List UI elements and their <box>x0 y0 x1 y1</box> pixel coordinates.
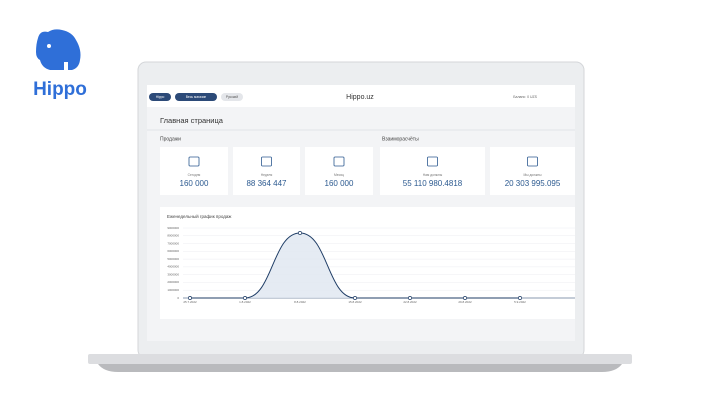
page-title: Главная страница <box>160 116 224 125</box>
card-icon <box>527 156 538 167</box>
y-tick-label: 0 <box>177 296 179 300</box>
logo-text: Hippo <box>33 79 87 100</box>
logo-icon <box>36 29 81 70</box>
y-tick-label: 5000000 <box>167 257 179 261</box>
y-tick-label: 8000000 <box>167 234 179 238</box>
y-tick-label: 7000000 <box>167 241 179 245</box>
stat-card <box>305 147 373 195</box>
y-tick-label: 6000000 <box>167 249 179 253</box>
laptop-base-edge <box>98 364 622 372</box>
topbar <box>147 85 575 107</box>
x-tick-label: 29.8.2022 <box>458 300 472 304</box>
stat-card <box>160 147 228 195</box>
laptop-base <box>88 354 632 364</box>
card-icon <box>188 156 200 167</box>
x-tick-label: 1.8.2022 <box>239 300 251 304</box>
y-tick-label: 9000000 <box>167 226 179 230</box>
card-value: 160 000 <box>180 179 209 188</box>
selector-label[interactable]: Hippo <box>156 95 165 99</box>
chart-card <box>160 207 575 319</box>
selector[interactable] <box>149 93 171 101</box>
card-value: 55 110 980.4818 <box>403 179 463 188</box>
y-tick-label: 2000000 <box>167 280 179 284</box>
section-title: Продажи <box>160 136 181 142</box>
card-value: 88 364 447 <box>246 179 287 188</box>
app-title: Hippo.uz <box>346 94 374 101</box>
card-label: Сегодня <box>188 173 201 177</box>
point <box>243 296 247 300</box>
stat-card <box>380 147 485 195</box>
card-value: 20 303 995.095 <box>505 179 561 188</box>
section-title: Взаиморасчёты <box>382 136 419 142</box>
point <box>353 296 357 300</box>
card-icon <box>427 156 438 167</box>
selector-label[interactable]: Весь магазин <box>186 95 207 99</box>
x-tick-label: 15.8.2022 <box>348 300 362 304</box>
point <box>408 296 412 300</box>
y-tick-label: 4000000 <box>167 265 179 269</box>
point <box>188 296 192 300</box>
stat-card <box>233 147 300 195</box>
card-label: Мы должны <box>523 173 542 177</box>
point <box>298 230 302 235</box>
card-label: Неделя <box>261 173 273 177</box>
card-icon <box>333 156 345 167</box>
stat-card <box>490 147 575 195</box>
point <box>463 296 467 300</box>
card-label: Нам должны <box>423 173 443 177</box>
card-value: 160 000 <box>325 179 354 188</box>
y-tick-label: 3000000 <box>167 272 179 276</box>
y-tick-label: 1000000 <box>167 288 179 292</box>
selector-label[interactable]: Русский <box>226 95 238 99</box>
x-tick-label: 8.8.2022 <box>294 300 306 304</box>
card-icon <box>261 156 272 167</box>
x-tick-label: 5.9.2022 <box>514 300 526 304</box>
x-tick-label: 25.7.2022 <box>183 300 197 304</box>
point <box>518 296 522 300</box>
selector[interactable] <box>221 93 243 101</box>
area-fill <box>190 232 520 298</box>
selector[interactable] <box>175 93 217 101</box>
card-label: Месяц <box>334 173 344 177</box>
balance: Баланс: 0 UZS <box>513 95 537 99</box>
x-tick-label: 22.8.2022 <box>403 300 417 304</box>
chart-title: Еженедельный график продаж <box>167 213 231 219</box>
